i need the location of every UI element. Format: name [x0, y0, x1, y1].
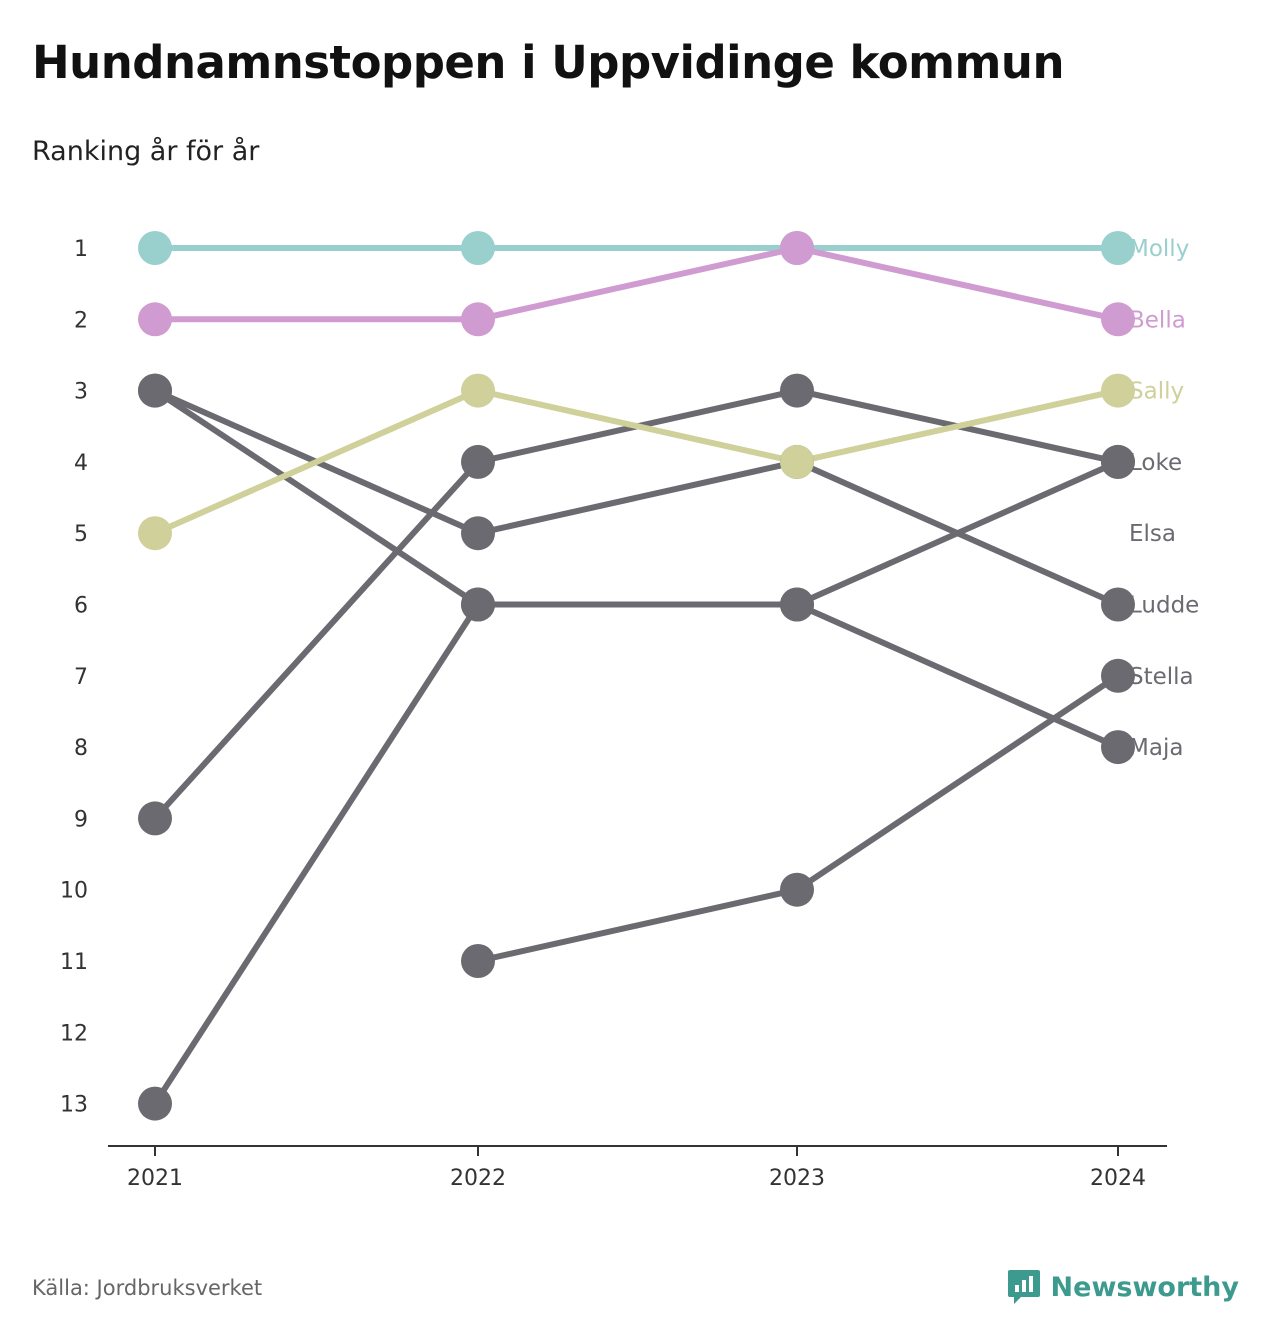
- series-lines: [152, 245, 1120, 1106]
- y-tick-label: 11: [60, 950, 88, 975]
- end-label-sally: Sally: [1129, 379, 1184, 405]
- point-loke: [461, 444, 495, 479]
- y-tick-label: 5: [74, 522, 88, 547]
- y-tick-label: 8: [74, 736, 88, 761]
- y-tick-label: 1: [74, 237, 88, 262]
- series-line-ludde: [477, 673, 1120, 964]
- point-elsa: [461, 516, 495, 551]
- end-label-loke: Loke: [1129, 450, 1182, 476]
- end-label-bella: Bella: [1129, 307, 1186, 333]
- x-tick-label: 2022: [450, 1166, 506, 1191]
- end-label-molly: Molly: [1129, 236, 1189, 262]
- point-maja: [780, 587, 814, 622]
- point-ludde: [780, 872, 814, 907]
- point-loke: [138, 801, 172, 836]
- y-tick-label: 10: [60, 879, 88, 904]
- point-molly: [138, 231, 172, 265]
- y-tick-label: 6: [74, 594, 88, 619]
- point-elsa: [1101, 587, 1135, 622]
- end-label-elsa: Elsa: [1129, 521, 1176, 547]
- point-bella: [1101, 302, 1135, 337]
- series-line-maja: [152, 459, 1120, 1106]
- y-tick-label: 9: [74, 807, 88, 832]
- point-stella: [138, 373, 172, 408]
- y-tick-label: 13: [60, 1093, 88, 1118]
- series-points: [138, 231, 1135, 1121]
- y-tick-label: 12: [60, 1021, 88, 1046]
- brand-name: Newsworthy: [1050, 1271, 1239, 1303]
- end-label-stella: Stella: [1129, 664, 1194, 690]
- y-tick-label: 3: [74, 380, 88, 405]
- point-sally: [780, 444, 814, 479]
- point-molly: [1101, 231, 1135, 265]
- series-line-bella: [155, 245, 1119, 323]
- point-stella: [1101, 730, 1135, 765]
- point-sally: [461, 373, 495, 408]
- chart-subtitle: Ranking år för år: [32, 136, 260, 167]
- point-maja: [1101, 444, 1135, 479]
- x-tick-label: 2021: [127, 1166, 183, 1191]
- point-maja: [461, 587, 495, 622]
- source-note: Källa: Jordbruksverket: [32, 1276, 263, 1300]
- x-tick-label: 2023: [769, 1166, 825, 1191]
- point-bella: [461, 302, 495, 337]
- point-sally: [1101, 373, 1135, 408]
- y-tick-label: 7: [74, 665, 88, 690]
- point-maja: [138, 1086, 172, 1121]
- point-molly: [461, 231, 495, 265]
- end-label-ludde: Ludde: [1129, 593, 1199, 619]
- series-line-stella: [153, 388, 1120, 750]
- point-bella: [780, 231, 814, 265]
- point-bella: [138, 302, 172, 337]
- point-ludde: [1101, 658, 1135, 693]
- series-line-sally: [153, 387, 1119, 536]
- y-tick-label: 4: [74, 451, 88, 476]
- end-label-maja: Maja: [1129, 735, 1183, 761]
- series-end-labels: Molly Bella Sally Loke Elsa Ludde Stella Maja: [1129, 236, 1199, 761]
- chart-title: Hundnamnstoppen i Uppvidinge kommun: [32, 36, 1065, 89]
- newsworthy-icon: [1007, 1270, 1040, 1304]
- x-tick-label: 2024: [1090, 1166, 1146, 1191]
- point-sally: [138, 516, 172, 551]
- point-loke: [780, 373, 814, 408]
- y-tick-label: 2: [74, 308, 88, 333]
- newsworthy-logo[interactable]: Newsworthy: [1007, 1268, 1239, 1306]
- x-axis: 2021 2022 2023 2024: [108, 1145, 1167, 1191]
- point-ludde: [461, 944, 495, 978]
